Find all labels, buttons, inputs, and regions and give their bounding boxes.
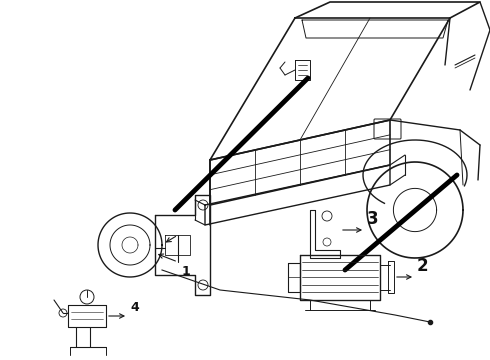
Text: 4: 4 bbox=[130, 301, 139, 314]
Text: 2: 2 bbox=[417, 257, 429, 275]
Text: 1: 1 bbox=[182, 265, 191, 278]
Text: 3: 3 bbox=[367, 210, 379, 228]
